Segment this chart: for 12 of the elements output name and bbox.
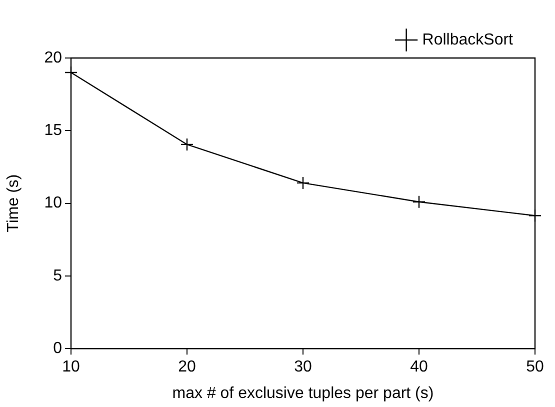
y-axis-title: Time (s) [5, 174, 22, 232]
x-tick-label: 20 [178, 358, 196, 376]
y-tick-label: 20 [44, 49, 62, 66]
x-tick-label: 30 [294, 358, 312, 376]
y-tick-label: 5 [53, 267, 62, 284]
x-axis-title: max # of exclusive tuples per part (s) [172, 384, 434, 402]
x-tick-label: 50 [526, 358, 544, 376]
y-tick-label: 15 [44, 122, 62, 140]
x-tick-label: 40 [410, 358, 428, 376]
y-tick-label: 0 [53, 340, 62, 358]
y-tick-label: 10 [44, 194, 62, 212]
legend-label: RollbackSort [422, 31, 514, 48]
